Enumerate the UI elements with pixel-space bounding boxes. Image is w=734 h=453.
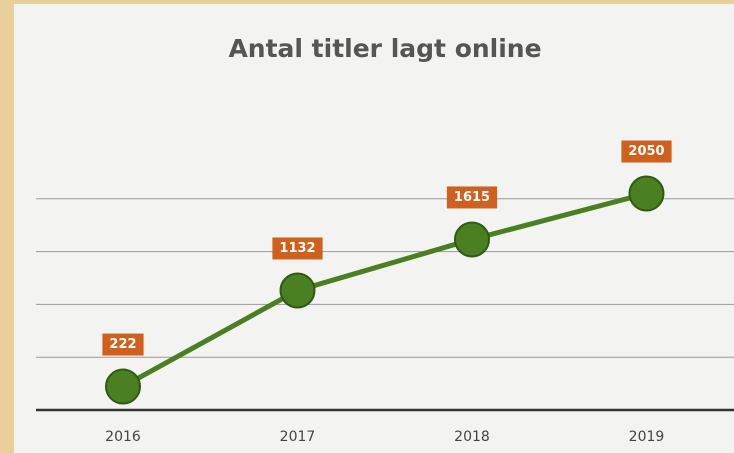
x-tick-label: 2018 bbox=[454, 429, 490, 445]
data-point bbox=[628, 175, 665, 212]
data-label-box bbox=[446, 186, 498, 209]
data-label: 1615 bbox=[454, 190, 490, 205]
data-label-box bbox=[272, 237, 323, 260]
x-tick-label: 2017 bbox=[280, 429, 316, 445]
data-label: 2050 bbox=[628, 144, 664, 159]
series-line bbox=[121, 191, 648, 389]
x-tick-label: 2016 bbox=[105, 429, 141, 445]
data-label: 222 bbox=[109, 337, 136, 352]
data-point bbox=[105, 368, 141, 405]
data-label-box bbox=[621, 140, 672, 163]
data-label-box bbox=[102, 333, 144, 356]
x-tick-label: 2019 bbox=[629, 429, 665, 445]
data-label: 1132 bbox=[279, 241, 315, 256]
data-point bbox=[279, 272, 316, 309]
data-point bbox=[454, 221, 490, 258]
chart-title: Antal titler lagt online bbox=[228, 34, 541, 63]
